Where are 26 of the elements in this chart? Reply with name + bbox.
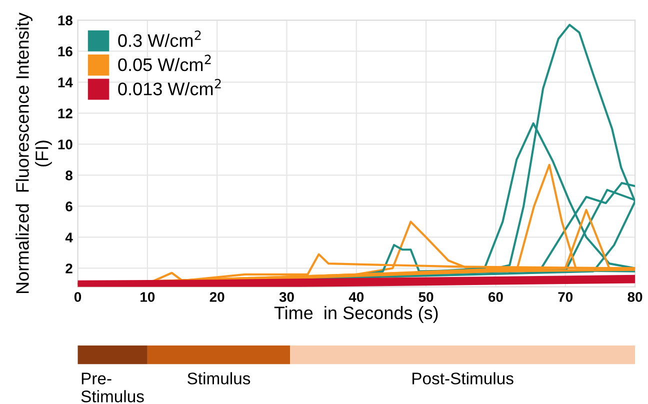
text: Stimulus (188, 372, 250, 384)
y-tick-label: 2 (66, 264, 72, 274)
x-tick-label: 0 (74, 292, 82, 302)
x-tick-label: 50 (418, 292, 434, 302)
x-axis-title: Time in Seconds (s) (274, 306, 438, 323)
y-axis-title: Normalized Fluorescence Intensity (FI) (16, 12, 52, 294)
y-tick-label: 10 (58, 140, 72, 150)
y-tick-label: 14 (58, 78, 73, 88)
text: Pre- Stimulus (81, 372, 144, 402)
legend-label: 0.05 W/cm$^{2}$ (118, 54, 211, 72)
x-tick-label: 40 (348, 292, 364, 302)
legend-label: 0.3 W/cm$^{2}$ (118, 30, 201, 47)
x-tick-label: 10 (140, 292, 155, 302)
y-tick-label: 18 (58, 16, 72, 26)
x-tick-label: 30 (279, 292, 294, 302)
legend-label: 0.013 W/cm$^{2}$ (118, 78, 221, 96)
text: Post-Stimulus (412, 372, 514, 384)
x-tick-label: 60 (488, 292, 503, 302)
x-tick-label: 20 (210, 292, 224, 302)
y-tick-label: 8 (66, 170, 72, 180)
y-tick-label: 4 (65, 232, 73, 242)
x-tick-label: 80 (628, 292, 642, 302)
y-tick-label: 16 (58, 46, 72, 56)
x-tick-label: 70 (558, 292, 573, 302)
y-tick-label: 12 (58, 108, 72, 118)
y-tick-label: 6 (66, 202, 72, 212)
